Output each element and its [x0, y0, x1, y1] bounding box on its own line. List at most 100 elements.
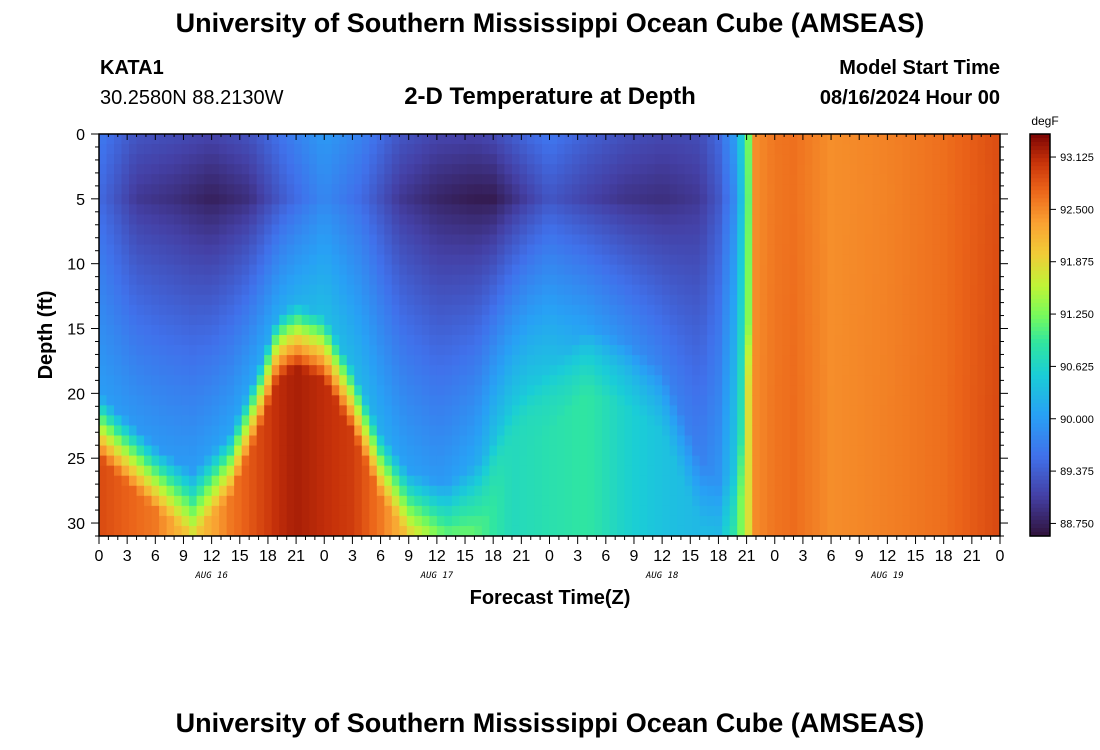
heatmap-cell: [984, 284, 994, 296]
heatmap-cell: [466, 515, 476, 527]
heatmap-cell: [917, 164, 926, 175]
heatmap-cell: [924, 274, 934, 286]
heatmap-cell: [947, 174, 956, 185]
heatmap-cell: [339, 144, 348, 155]
heatmap-cell: [917, 144, 926, 155]
heatmap-cell: [151, 375, 160, 386]
heatmap-cell: [662, 294, 671, 306]
heatmap-cell: [632, 194, 641, 205]
heatmap-cell: [106, 445, 115, 457]
heatmap-cell: [947, 455, 956, 467]
heatmap-cell: [647, 385, 656, 396]
heatmap-cell: [489, 204, 498, 215]
heatmap-cell: [924, 415, 934, 427]
heatmap-cell: [887, 194, 896, 205]
heatmap-cell: [136, 475, 145, 487]
heatmap-cell: [714, 385, 723, 396]
heatmap-cell: [301, 485, 310, 497]
heatmap-cell: [264, 365, 273, 376]
heatmap-cell: [181, 335, 190, 346]
heatmap-cell: [541, 515, 551, 527]
heatmap-cell: [902, 405, 911, 416]
heatmap-cell: [969, 294, 979, 306]
heatmap-cell: [842, 355, 851, 366]
heatmap-cell: [962, 244, 971, 256]
heatmap-cell: [121, 415, 130, 427]
heatmap-cell: [151, 274, 160, 286]
heatmap-cell: [602, 284, 611, 296]
heatmap-cell: [842, 204, 851, 215]
heatmap-cell: [316, 164, 325, 175]
heatmap-cell: [166, 355, 175, 366]
heatmap-cell: [639, 415, 648, 427]
heatmap-cell: [579, 154, 588, 165]
heatmap-cell: [557, 475, 566, 487]
heatmap-cell: [609, 355, 618, 366]
heatmap-cell: [564, 174, 573, 185]
heatmap-cell: [812, 194, 821, 205]
heatmap-cell: [294, 365, 303, 376]
heatmap-cell: [511, 515, 521, 527]
heatmap-cell: [804, 505, 813, 517]
heatmap-cell: [346, 244, 355, 256]
heatmap-cell: [932, 465, 941, 477]
heatmap-cell: [114, 415, 123, 427]
heatmap-cell: [962, 345, 971, 356]
heatmap-cell: [692, 164, 701, 175]
heatmap-cell: [789, 395, 798, 406]
heatmap-cell: [647, 495, 656, 507]
heatmap-cell: [511, 495, 521, 507]
heatmap-cell: [526, 385, 536, 396]
heatmap-cell: [474, 455, 483, 467]
heatmap-cell: [144, 264, 153, 276]
heatmap-cell: [752, 415, 761, 427]
heatmap-cell: [481, 244, 491, 256]
heatmap-cell: [954, 525, 964, 536]
heatmap-cell: [354, 134, 363, 145]
heatmap-cell: [316, 204, 325, 215]
heatmap-cell: [421, 405, 430, 416]
heatmap-cell: [752, 425, 761, 437]
heatmap-cell: [557, 385, 566, 396]
heatmap-cell: [211, 485, 220, 497]
heatmap-cell: [361, 375, 370, 386]
heatmap-cell: [587, 395, 596, 406]
heatmap-cell: [812, 515, 821, 527]
heatmap-cell: [526, 405, 536, 416]
heatmap-cell: [842, 254, 851, 266]
heatmap-cell: [399, 345, 408, 356]
heatmap-cell: [572, 314, 581, 326]
heatmap-cell: [797, 154, 806, 165]
heatmap-cell: [99, 304, 108, 316]
heatmap-cell: [699, 415, 708, 427]
heatmap-cell: [767, 144, 776, 155]
heatmap-cell: [384, 294, 393, 306]
heatmap-cell: [917, 485, 926, 497]
heatmap-cell: [549, 144, 558, 155]
heatmap-cell: [324, 264, 333, 276]
heatmap-cell: [369, 194, 378, 205]
heatmap-cell: [309, 435, 318, 447]
heatmap-cell: [767, 445, 776, 457]
heatmap-cell: [466, 525, 476, 536]
heatmap-cell: [346, 304, 355, 316]
heatmap-cell: [241, 455, 250, 467]
heatmap-cell: [864, 485, 873, 497]
heatmap-cell: [617, 174, 626, 185]
heatmap-cell: [114, 485, 123, 497]
heatmap-cell: [737, 284, 746, 296]
heatmap-cell: [572, 204, 581, 215]
heatmap-cell: [526, 244, 536, 256]
heatmap-cell: [234, 345, 243, 356]
heatmap-cell: [992, 335, 1000, 346]
heatmap-cell: [226, 425, 235, 437]
heatmap-cell: [151, 485, 160, 497]
heatmap-cell: [729, 164, 738, 175]
heatmap-cell: [399, 395, 408, 406]
heatmap-cell: [617, 314, 626, 326]
heatmap-cell: [339, 174, 348, 185]
heatmap-cell: [534, 345, 543, 356]
heatmap-cell: [301, 174, 310, 185]
heatmap-cell: [526, 415, 536, 427]
heatmap-cell: [864, 214, 873, 226]
